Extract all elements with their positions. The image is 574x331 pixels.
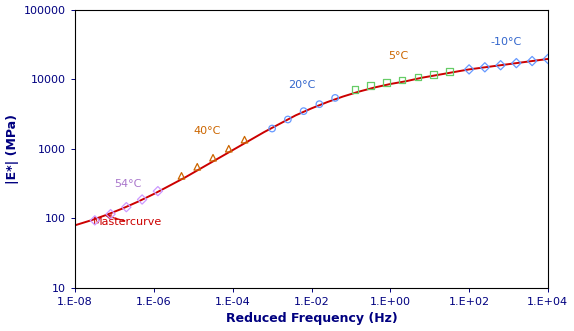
X-axis label: Reduced Frequency (Hz): Reduced Frequency (Hz): [226, 312, 397, 325]
Point: [464, 67, 474, 72]
Point: [153, 188, 162, 194]
Point: [299, 109, 308, 114]
Y-axis label: |E*| (MPa): |E*| (MPa): [6, 114, 18, 184]
Text: 40°C: 40°C: [193, 126, 220, 136]
Text: 54°C: 54°C: [115, 179, 142, 189]
Point: [543, 56, 552, 62]
Point: [267, 126, 277, 131]
Point: [284, 117, 293, 122]
Point: [398, 77, 407, 82]
Point: [366, 83, 375, 88]
Text: 5°C: 5°C: [389, 51, 409, 61]
Point: [208, 155, 218, 161]
Point: [224, 146, 234, 151]
Text: Mastercurve: Mastercurve: [93, 215, 162, 227]
Point: [106, 212, 115, 217]
Point: [177, 173, 186, 178]
Text: -10°C: -10°C: [491, 37, 522, 47]
Point: [413, 74, 422, 80]
Point: [429, 71, 438, 77]
Point: [138, 197, 147, 202]
Point: [90, 218, 99, 223]
Point: [240, 137, 249, 142]
Point: [122, 205, 131, 210]
Text: 20°C: 20°C: [288, 79, 315, 90]
Point: [528, 58, 537, 64]
Point: [382, 80, 391, 85]
Point: [496, 63, 505, 68]
Point: [331, 95, 340, 101]
Point: [315, 102, 324, 107]
Point: [350, 87, 359, 92]
Point: [445, 69, 454, 74]
Point: [193, 164, 202, 169]
Point: [512, 61, 521, 66]
Point: [480, 65, 490, 70]
